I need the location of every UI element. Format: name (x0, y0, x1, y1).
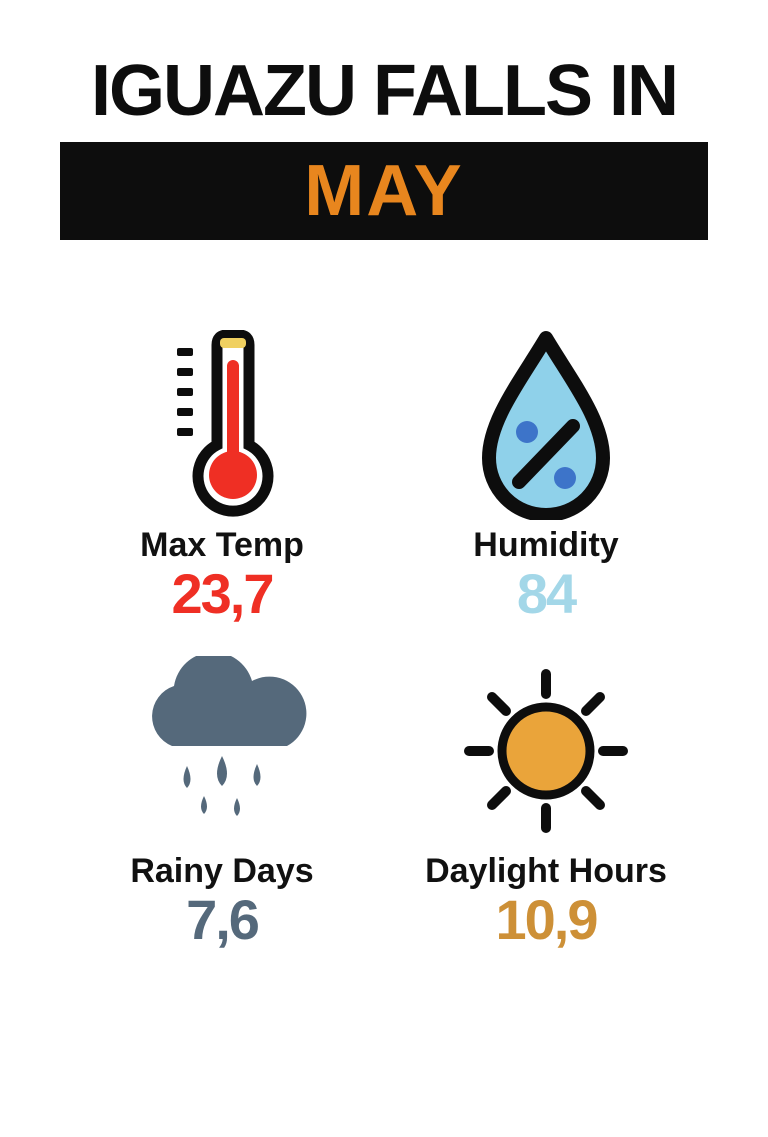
title-line2: MAY (304, 151, 463, 231)
stat-daylight: Daylight Hours 10,9 (414, 656, 678, 952)
stat-rainy-label: Rainy Days (130, 852, 313, 891)
stat-maxtemp-label: Max Temp (140, 526, 304, 565)
stat-humidity-value: 84 (517, 561, 575, 626)
thermometer-icon (147, 330, 297, 520)
title-line1: IGUAZU FALLS IN (60, 50, 708, 132)
sun-icon (446, 656, 646, 846)
droplet-icon (461, 330, 631, 520)
stat-humidity: Humidity 84 (414, 330, 678, 626)
stat-maxtemp: Max Temp 23,7 (90, 330, 354, 626)
stat-rainy-value: 7,6 (186, 887, 258, 952)
title-bar: MAY (60, 142, 708, 240)
stat-maxtemp-value: 23,7 (172, 561, 273, 626)
stat-daylight-label: Daylight Hours (425, 852, 667, 891)
stats-grid: Max Temp 23,7 Humidity 84 (60, 330, 708, 952)
stat-humidity-label: Humidity (473, 526, 618, 565)
stat-rainy: Rainy Days 7,6 (90, 656, 354, 952)
stat-daylight-value: 10,9 (496, 887, 597, 952)
rain-cloud-icon (112, 656, 332, 846)
